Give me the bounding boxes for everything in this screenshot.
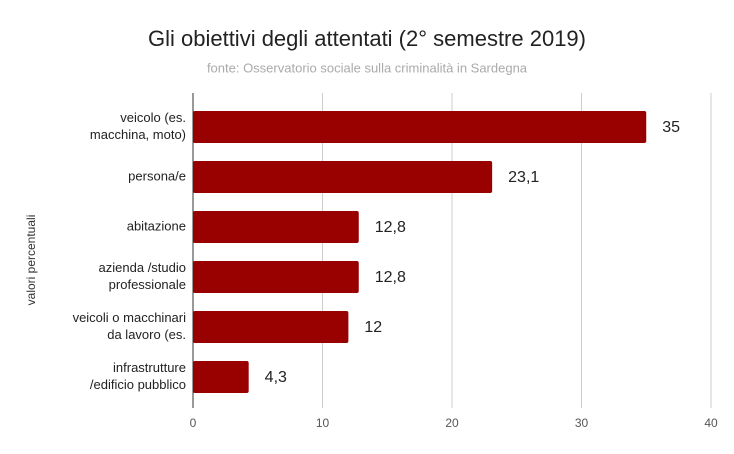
y-tick-label: /edificio pubblico [90, 377, 186, 392]
y-tick-label: persona/e [128, 168, 186, 183]
value-label: 23,1 [508, 169, 539, 186]
value-label: 12,8 [375, 219, 406, 236]
x-tick-label: 40 [704, 416, 718, 430]
value-label: 12 [364, 319, 382, 336]
bar [193, 311, 349, 343]
bar [193, 111, 647, 143]
bar [193, 161, 493, 193]
chart-title: Gli obiettivi degli attentati (2° semest… [148, 26, 586, 51]
value-label: 12,8 [375, 269, 406, 286]
y-tick-label: professionale [109, 277, 186, 292]
value-label: 35 [662, 119, 680, 136]
chart-subtitle: fonte: Osservatorio sociale sulla crimin… [207, 60, 528, 75]
value-label: 4,3 [265, 369, 287, 386]
y-tick-label: abitazione [127, 218, 186, 233]
bar [193, 361, 249, 393]
y-tick-label: azienda /studio [99, 260, 186, 275]
x-tick-label: 10 [316, 416, 330, 430]
x-tick-label: 0 [190, 416, 197, 430]
y-tick-label: veicoli o macchinari [73, 310, 187, 325]
bar [193, 211, 359, 243]
bar [193, 261, 359, 293]
x-tick-label: 20 [445, 416, 459, 430]
x-tick-label: 30 [575, 416, 589, 430]
y-tick-label: da lavoro (es. [107, 327, 186, 342]
y-tick-label: infrastrutture [113, 360, 186, 375]
y-tick-label: veicolo (es. [120, 110, 186, 125]
y-axis-label: valori percentuali [24, 215, 38, 306]
y-tick-label: macchina, moto) [90, 127, 186, 142]
